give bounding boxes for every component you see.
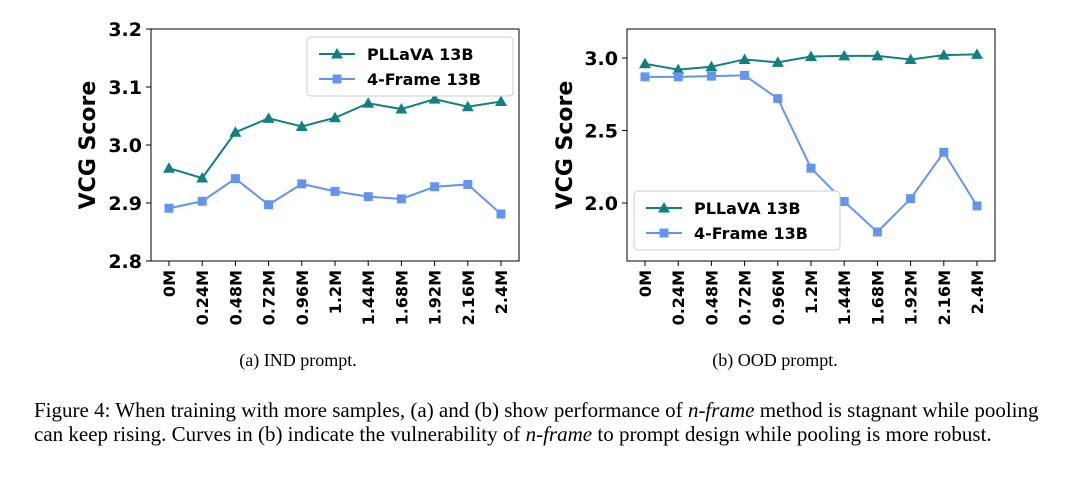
- data-point: [937, 49, 950, 60]
- y-tick-label: 3.0: [108, 135, 142, 157]
- x-tick-label: 2.4M: [968, 270, 987, 314]
- data-point: [396, 194, 406, 204]
- data-point: [495, 95, 507, 106]
- data-point: [463, 179, 473, 189]
- data-point: [363, 192, 373, 202]
- x-tick-label: 1.44M: [835, 270, 854, 325]
- x-tick-label: 0.24M: [193, 270, 212, 325]
- data-point: [362, 97, 375, 108]
- subfigure-caption: (b) OOD prompt.: [712, 350, 837, 371]
- data-point: [972, 201, 982, 211]
- legend-marker: [659, 228, 669, 238]
- data-point: [640, 72, 650, 82]
- chart-b: 2.0 2.5 3.0 0M 0.24M 0.48M 0.72M 0.96M 1.2M 1.44M…: [553, 28, 996, 371]
- data-point: [939, 147, 949, 157]
- data-point: [806, 163, 816, 173]
- x-tick-label: 1.92M: [426, 270, 445, 325]
- data-point: [230, 174, 240, 184]
- data-point: [496, 209, 506, 219]
- data-point: [395, 103, 408, 114]
- x-tick-label: 0.48M: [702, 270, 721, 325]
- data-point: [740, 70, 750, 80]
- x-tick-label: 2.16M: [459, 270, 478, 325]
- data-point: [706, 71, 716, 81]
- data-point: [428, 93, 441, 104]
- y-tick-label: 2.8: [108, 251, 142, 273]
- series-line: [168, 98, 502, 180]
- data-point: [197, 196, 207, 206]
- data-point: [164, 203, 174, 213]
- x-tick-label: 2.16M: [935, 270, 954, 325]
- x-tick-label: 1.44M: [359, 270, 378, 325]
- data-point: [838, 49, 851, 61]
- data-point: [639, 57, 651, 69]
- data-point: [430, 182, 440, 192]
- x-tick-label: 0.48M: [226, 270, 245, 325]
- legend-marker: [658, 202, 670, 213]
- y-axis-label: VCG Score: [553, 81, 578, 210]
- data-point: [196, 172, 209, 183]
- data-point: [673, 72, 683, 82]
- caption-term-n-frame: n-frame: [687, 398, 755, 422]
- data-point: [295, 120, 308, 131]
- data-point: [297, 179, 307, 189]
- y-tick-label: 2.5: [584, 121, 618, 143]
- data-point: [871, 49, 884, 61]
- data-point: [264, 200, 274, 210]
- y-axis-label: VCG Score: [76, 81, 101, 210]
- x-tick-label: 0M: [636, 270, 655, 297]
- x-tick-label: 1.68M: [868, 270, 887, 325]
- caption-middle: method is stagnant while pooling can kee…: [34, 398, 1039, 446]
- y-tick-label: 2.0: [584, 193, 618, 215]
- data-point: [262, 112, 275, 123]
- x-tick-label: 1.2M: [802, 270, 821, 314]
- x-tick-label: 1.92M: [902, 270, 921, 325]
- y-tick-label: 3.1: [108, 77, 142, 99]
- data-point: [163, 162, 175, 173]
- data-point: [906, 194, 916, 204]
- data-point: [229, 126, 242, 137]
- x-tick-label: 1.68M: [392, 270, 411, 325]
- legend-box: [306, 36, 514, 97]
- subfigure-caption: (a) IND prompt.: [239, 350, 356, 371]
- caption-suffix: to prompt design while pooling is more r…: [592, 422, 992, 446]
- data-point: [805, 50, 817, 62]
- data-point: [672, 63, 685, 75]
- series-line: [168, 177, 502, 215]
- legend-box: [633, 190, 841, 251]
- legend-entry: 4-Frame 13B: [367, 70, 481, 89]
- x-tick-label: 0.96M: [293, 270, 312, 325]
- x-tick-label: 0.72M: [260, 270, 279, 325]
- legend-marker: [332, 74, 342, 84]
- data-point: [904, 53, 917, 64]
- data-point: [330, 186, 340, 196]
- caption-prefix: Figure 4: When training with more sample…: [34, 398, 688, 422]
- data-point: [872, 227, 882, 237]
- x-tick-label: 0M: [160, 270, 179, 297]
- data-point: [773, 94, 783, 104]
- figure: 2.8 2.9 3.0 3.1 3.2 0M 0.24M 0.48M 0.72M 0.96M 1.2…: [76, 19, 996, 371]
- data-point: [329, 111, 341, 123]
- data-point: [971, 48, 983, 59]
- x-tick-label: 2.4M: [492, 270, 511, 314]
- caption-term-n-frame: n-frame: [525, 422, 593, 446]
- x-tick-label: 0.24M: [669, 270, 688, 325]
- y-tick-label: 3.2: [108, 19, 142, 41]
- y-tick-label: 2.9: [108, 193, 142, 215]
- legend-entry: 4-Frame 13B: [694, 224, 808, 243]
- legend-entry: PLLaVA 13B: [367, 45, 474, 64]
- data-point: [738, 53, 751, 64]
- data-point: [705, 60, 718, 72]
- figure-caption: Figure 4: When training with more sample…: [34, 398, 1054, 446]
- data-point: [839, 197, 849, 207]
- y-tick-label: 3.0: [584, 48, 618, 70]
- legend-entry: PLLaVA 13B: [694, 199, 801, 218]
- x-tick-label: 0.72M: [736, 270, 755, 325]
- x-tick-label: 1.2M: [326, 270, 345, 314]
- data-point: [771, 56, 784, 67]
- chart-a: 2.8 2.9 3.0 3.1 3.2 0M 0.24M 0.48M 0.72M 0.96M 1.2…: [76, 19, 520, 371]
- data-point: [461, 100, 474, 112]
- x-tick-label: 0.96M: [769, 270, 788, 325]
- legend-marker: [331, 48, 343, 59]
